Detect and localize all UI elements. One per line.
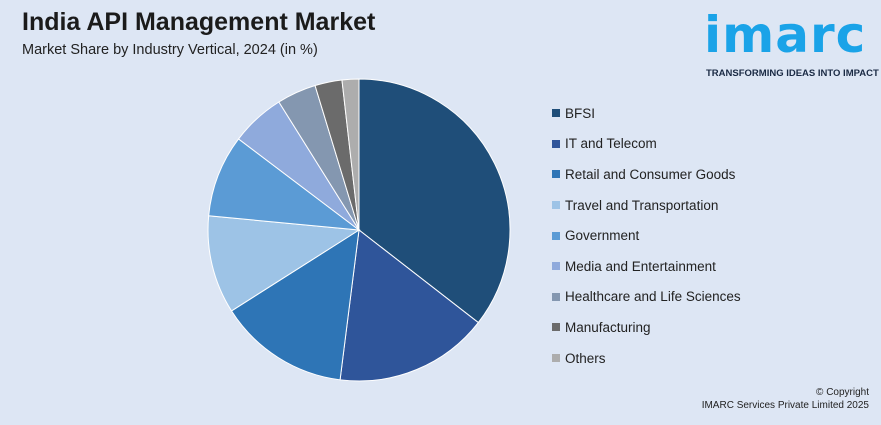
legend-item: Others	[552, 343, 741, 374]
legend-item: Retail and Consumer Goods	[552, 159, 741, 190]
legend-item: IT and Telecom	[552, 129, 741, 160]
logo-wordmark: imarc	[704, 6, 867, 64]
legend-item: Travel and Transportation	[552, 190, 741, 221]
legend-swatch	[552, 201, 560, 210]
legend-label: Government	[565, 228, 640, 244]
legend-label: Healthcare and Life Sciences	[565, 289, 741, 305]
legend-label: IT and Telecom	[565, 136, 657, 152]
copyright-label: © Copyright	[816, 387, 869, 398]
copyright-company: IMARC Services Private Limited 2025	[701, 400, 869, 411]
pie-slice-government	[208, 138, 361, 231]
legend-item: Media and Entertainment	[552, 251, 741, 282]
legend-swatch	[552, 323, 560, 332]
chart-subtitle: Market Share by Industry Vertical, 2024 …	[22, 42, 318, 58]
legend-swatch	[552, 354, 560, 363]
legend-swatch	[552, 170, 560, 179]
pie-slice-it-and-telecom	[339, 229, 480, 382]
pie-slice-retail-and-consumer-goods	[230, 229, 360, 381]
legend-swatch	[552, 109, 560, 118]
legend-label: Others	[565, 350, 606, 366]
pie-slice-others	[341, 78, 360, 231]
legend-item: Manufacturing	[552, 312, 741, 343]
legend-label: Manufacturing	[565, 319, 651, 335]
imarc-logo: imarc TRANSFORMING IDEAS INTO IMPACT	[700, 6, 879, 82]
logo-tagline: TRANSFORMING IDEAS INTO IMPACT	[706, 68, 879, 79]
legend-swatch	[552, 292, 560, 301]
chart-legend: BFSI IT and Telecom Retail and Consumer Go…	[552, 98, 741, 373]
legend-label: Media and Entertainment	[565, 258, 716, 274]
pie-slice-travel-and-transportation	[207, 215, 361, 312]
legend-swatch	[552, 231, 560, 240]
legend-swatch	[552, 262, 560, 271]
legend-item: Government	[552, 220, 741, 251]
legend-label: BFSI	[565, 105, 596, 121]
chart-title: India API Management Market	[22, 8, 376, 36]
pie-slice-bfsi	[358, 78, 511, 324]
legend-label: Travel and Transportation	[565, 197, 719, 213]
legend-swatch	[552, 139, 560, 148]
legend-item: Healthcare and Life Sciences	[552, 282, 741, 313]
legend-item: BFSI	[552, 98, 741, 129]
legend-label: Retail and Consumer Goods	[565, 166, 736, 182]
copyright-notice: © Copyright IMARC Services Private Limit…	[702, 386, 869, 412]
